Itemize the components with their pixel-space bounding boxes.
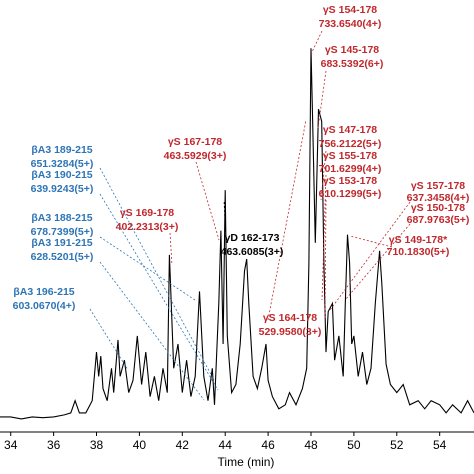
x-tick-label: 54 xyxy=(433,438,447,452)
x-tick-label: 48 xyxy=(304,438,318,452)
leader-line xyxy=(99,261,205,401)
annotation-label: γS 157-178 xyxy=(411,180,465,192)
annotation-mz: 603.0670(4+) xyxy=(13,300,76,312)
annotation-mz: 610.1299(5+) xyxy=(319,188,382,200)
leader-line xyxy=(311,30,323,53)
leader-line xyxy=(344,223,411,301)
annotation-label: βA3 191-215 xyxy=(31,237,92,249)
leader-line xyxy=(223,199,227,241)
annotation-label: γS 153-178 xyxy=(323,175,377,187)
x-axis-label: Time (min) xyxy=(218,455,275,469)
leader-line xyxy=(195,161,220,241)
annotation-label: γS 155-178 xyxy=(323,150,377,162)
annotation-mz: 463.5929(3+) xyxy=(164,150,227,162)
annotation-label: γS 150-178 xyxy=(411,202,465,214)
annotation-mz: 733.6540(4+) xyxy=(319,18,382,30)
x-tick-label: 52 xyxy=(390,438,404,452)
annotation-label: βA3 189-215 xyxy=(31,144,92,156)
leader-line xyxy=(324,199,327,321)
annotation-mz: 402.2313(3+) xyxy=(116,221,179,233)
annotation-label: βA3 196-215 xyxy=(13,286,74,298)
x-tick-label: 44 xyxy=(219,438,233,452)
leader-line xyxy=(349,235,393,248)
annotation-mz: 678.7399(5+) xyxy=(31,226,94,238)
annotation-label: γD 162-173 xyxy=(225,232,280,244)
annotation-mz: 463.6085(3+) xyxy=(221,246,284,258)
leader-line xyxy=(267,119,307,321)
annotation-label: γS 164-178 xyxy=(263,312,317,324)
annotation-mz: 529.9580(3+) xyxy=(259,326,322,338)
x-tick-label: 42 xyxy=(176,438,190,452)
leader-line xyxy=(320,150,327,201)
leader-line xyxy=(169,232,173,266)
leader-line xyxy=(329,201,411,311)
annotation-label: γS 154-178 xyxy=(323,4,377,16)
annotation-mz: 651.3284(5+) xyxy=(31,158,94,170)
leader-line xyxy=(321,174,327,301)
x-tick-label: 46 xyxy=(261,438,275,452)
annotation-label: βA3 190-215 xyxy=(31,169,92,181)
leader-line xyxy=(99,236,196,301)
annotation-mz: 683.5392(6+) xyxy=(321,58,384,70)
x-tick-label: 36 xyxy=(47,438,61,452)
annotation-mz: 710.1830(5+) xyxy=(387,246,450,258)
x-tick-label: 38 xyxy=(90,438,104,452)
annotation-mz: 637.3458(4+) xyxy=(407,192,470,204)
annotation-mz: 701.6299(4+) xyxy=(319,163,382,175)
annotation-mz: 687.9763(5+) xyxy=(407,214,470,226)
leader-line xyxy=(99,167,215,381)
trace xyxy=(0,48,474,420)
x-tick-label: 50 xyxy=(347,438,361,452)
annotation-mz: 756.2122(5+) xyxy=(319,138,382,150)
leader-line xyxy=(317,70,327,129)
x-tick-label: 40 xyxy=(133,438,147,452)
annotation-mz: 628.5201(5+) xyxy=(31,251,94,263)
annotation-label: γS 167-178 xyxy=(168,136,222,148)
annotation-label: γS 169-178 xyxy=(120,207,174,219)
annotation-label: βA3 188-215 xyxy=(31,212,92,224)
x-tick-label: 34 xyxy=(4,438,18,452)
annotation-mz: 639.9243(5+) xyxy=(31,183,94,195)
annotation-label: γS 149-178* xyxy=(389,234,448,246)
annotation-label: γS 147-178 xyxy=(323,124,377,136)
annotation-label: γS 145-178 xyxy=(325,44,379,56)
